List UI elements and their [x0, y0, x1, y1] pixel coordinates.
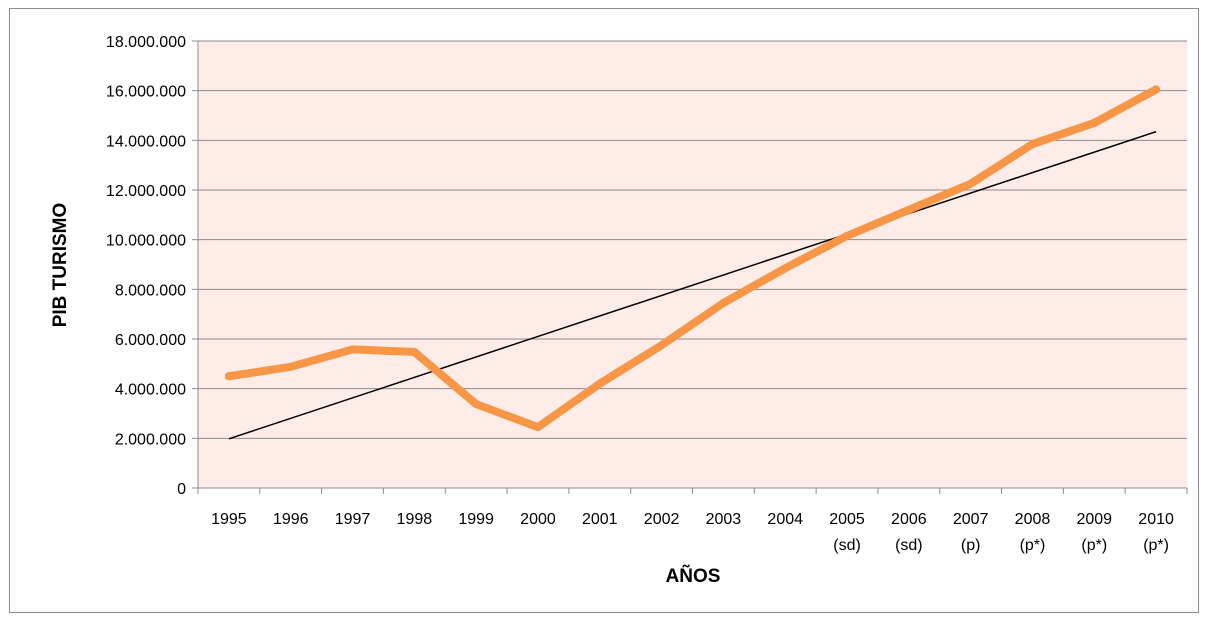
- data-point: [224, 372, 233, 381]
- data-point: [1152, 85, 1161, 94]
- data-point: [1090, 118, 1099, 127]
- y-tick-label: 0: [177, 481, 186, 498]
- y-tick-label: 16.000.000: [106, 84, 186, 101]
- x-tick-sublabel: (p): [961, 537, 981, 554]
- y-tick-label: 8.000.000: [115, 282, 186, 299]
- x-tick-label: 1997: [335, 511, 371, 528]
- data-point: [286, 362, 295, 371]
- data-point: [533, 423, 542, 432]
- x-tick-label: 1999: [458, 511, 494, 528]
- x-tick-sublabel: (p*): [1143, 537, 1169, 554]
- data-point: [966, 179, 975, 188]
- data-point: [348, 345, 357, 354]
- data-point: [719, 298, 728, 307]
- data-point: [595, 379, 604, 388]
- y-tick-label: 12.000.000: [106, 183, 186, 200]
- x-tick-label: 2001: [582, 511, 618, 528]
- y-tick-label: 10.000.000: [106, 233, 186, 250]
- y-axis-title: PIB TURISMO: [50, 203, 71, 328]
- data-point: [781, 264, 790, 273]
- data-point: [1028, 140, 1037, 149]
- x-tick-label: 2008: [1015, 511, 1051, 528]
- x-tick-sublabel: (p*): [1081, 537, 1107, 554]
- x-tick-label: 2009: [1076, 511, 1112, 528]
- y-tick-label: 14.000.000: [106, 133, 186, 150]
- data-point: [410, 347, 419, 356]
- y-tick-label: 6.000.000: [115, 332, 186, 349]
- y-tick-label: 2.000.000: [115, 431, 186, 448]
- series-line: [224, 85, 1161, 432]
- x-tick-label: 2004: [767, 511, 803, 528]
- y-tick-label: 4.000.000: [115, 382, 186, 399]
- x-tick-label: 2006: [891, 511, 927, 528]
- data-point: [657, 341, 666, 350]
- data-point: [843, 231, 852, 240]
- x-tick-label: 2002: [644, 511, 680, 528]
- x-tick-sublabel: (sd): [895, 537, 923, 554]
- x-tick-label: 2010: [1138, 511, 1174, 528]
- x-axis-title: AÑOS: [666, 565, 721, 587]
- x-tick-label: 2005: [829, 511, 865, 528]
- x-tick-label: 2000: [520, 511, 556, 528]
- x-tick-sublabel: (p*): [1020, 537, 1046, 554]
- data-point: [904, 205, 913, 214]
- plot-area-background: [198, 41, 1187, 488]
- x-tick-label: 1998: [397, 511, 433, 528]
- data-point: [472, 400, 481, 409]
- x-tick-label: 2007: [953, 511, 989, 528]
- x-tick-label: 2003: [706, 511, 742, 528]
- x-tick-sublabel: (sd): [833, 537, 861, 554]
- y-tick-label: 18.000.000: [106, 34, 186, 51]
- x-tick-label: 1996: [273, 511, 309, 528]
- trendline: [228, 130, 1157, 440]
- x-tick-label: 1995: [211, 511, 247, 528]
